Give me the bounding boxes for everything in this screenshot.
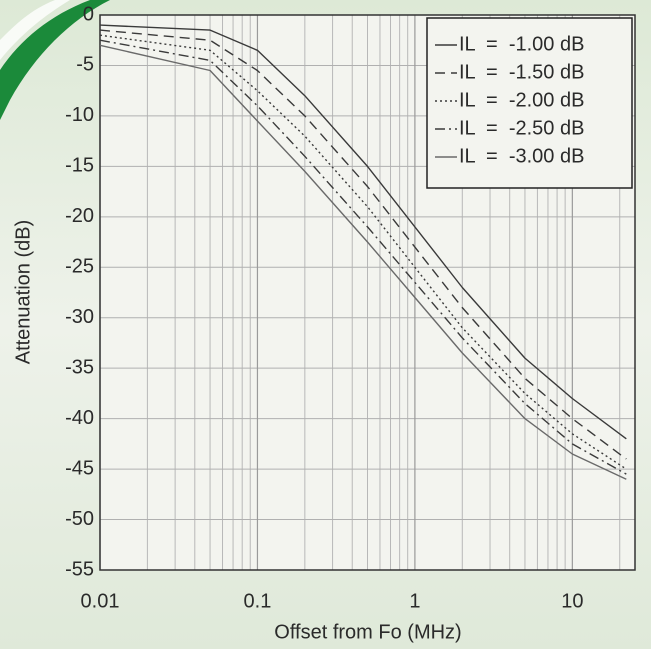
legend-label: IL = -3.00 dB [459,145,584,167]
y-axis-label: Attenuation (dB) [12,220,34,365]
y-tick-label: -25 [65,256,94,278]
x-tick-label: 10 [561,590,583,612]
series-line [99,24,627,440]
y-tick-label: -35 [65,356,94,378]
y-tick-label: -20 [65,205,94,227]
legend-label: IL = -1.50 dB [459,61,584,83]
y-tick-label: -5 [76,54,94,76]
y-tick-label: -45 [65,457,94,479]
x-tick-label: 0.1 [244,590,272,612]
y-tick-label: 0 [83,3,94,25]
legend-box [426,17,633,189]
y-tick-label: -30 [65,306,94,328]
legend-label: IL = -1.00 dB [459,33,584,55]
x-tick-label: 1 [409,590,420,612]
series-line [99,44,627,480]
y-tick-label: -55 [65,558,94,580]
swoosh-highlight [0,0,70,60]
swoosh [0,0,110,120]
x-tick-label: 0.01 [81,590,120,612]
legend-label: IL = -2.00 dB [459,89,584,111]
plot-frame [99,14,636,571]
x-axis-label: Offset from Fo (MHz) [274,621,461,643]
y-tick-label: -40 [65,407,94,429]
series-line [99,34,627,470]
y-tick-label: -10 [65,104,94,126]
y-tick-label: -15 [65,155,94,177]
y-tick-label: -50 [65,508,94,530]
series-line [99,39,627,475]
legend-label: IL = -2.50 dB [459,117,584,139]
